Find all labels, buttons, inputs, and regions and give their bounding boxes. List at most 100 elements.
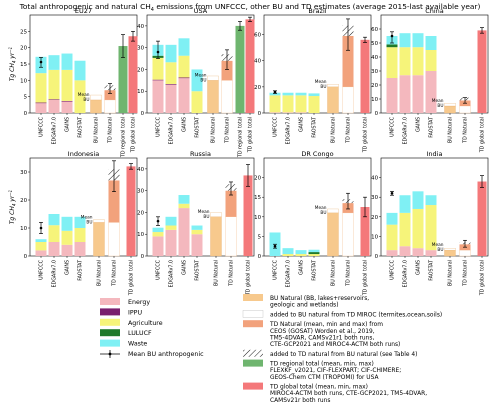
bar-waste xyxy=(425,36,437,50)
legend-text-td_natural: CEOS (GOSAT) Worden et al., 2019, xyxy=(270,329,375,335)
y-axis-label: Tg CH4 yr−1 xyxy=(8,190,17,224)
panel-title: Indonesia xyxy=(68,150,99,158)
y-tick-label: 0 xyxy=(258,254,262,260)
y-tick-label: 0 xyxy=(375,111,379,117)
bar-energy xyxy=(178,208,190,256)
bar-energy xyxy=(412,248,424,256)
legend-text-added: added to BU natural from TD MIROC (termi… xyxy=(270,312,442,318)
bar-waste xyxy=(282,248,294,255)
y-tick-label: 15 xyxy=(254,195,261,201)
bar-energy xyxy=(425,71,437,113)
bar-energy xyxy=(165,229,177,256)
x-tick-label: TD global total xyxy=(363,260,369,296)
x-tick-label: BU Natural xyxy=(331,260,337,286)
bar-agriculture xyxy=(269,95,281,113)
bar-agriculture xyxy=(178,203,190,209)
legend-text-bu_natural: BU Natural (BB, lakes+reservoirs, xyxy=(270,296,369,302)
bar-agriculture xyxy=(308,254,320,256)
legend-label-lulucf: LULUCF xyxy=(128,330,152,337)
bar-waste xyxy=(425,195,437,206)
mean-bu-label: Mean xyxy=(81,214,93,220)
legend-swatch-bu_natural xyxy=(243,294,263,301)
bar-energy xyxy=(386,78,398,113)
legend-label-energy: Energy xyxy=(128,299,150,306)
x-tick-label: TD Natural xyxy=(463,117,469,144)
bar-energy xyxy=(178,78,190,113)
x-tick-label: FAOSTAT xyxy=(312,117,318,138)
y-tick-label: 20 xyxy=(371,83,378,89)
x-tick-label: FAOSTAT xyxy=(78,117,84,138)
legend-text-td_global: TD global total (mean, min, max) xyxy=(269,385,368,391)
bar-agriculture xyxy=(191,229,203,235)
x-tick-label: TD global total xyxy=(131,117,137,153)
bar-energy xyxy=(386,250,398,256)
bar-td-global xyxy=(477,181,487,256)
bar-td-global xyxy=(243,175,253,256)
mean-bu-label: BU xyxy=(86,219,92,225)
bar-waste xyxy=(412,33,424,48)
bar-agriculture xyxy=(191,91,203,113)
panel-title: India xyxy=(427,150,443,158)
legend-text-td_regional: TD regional total (mean, min, max) xyxy=(269,362,374,368)
bar-agriculture xyxy=(282,254,294,256)
legend-text-bu_natural: geologic and wetlands) xyxy=(270,303,339,309)
y-tick-label: 20 xyxy=(20,46,27,52)
bar-td-base xyxy=(342,86,354,114)
bar-td-regional xyxy=(235,25,245,114)
mean-bu-point xyxy=(156,50,160,54)
bar-added-bu xyxy=(90,94,102,101)
bar-td-natural xyxy=(108,180,120,223)
y-tick-label: 20 xyxy=(371,215,378,221)
bar-bu-natural xyxy=(327,86,339,114)
bar-waste xyxy=(74,216,86,228)
bar-waste xyxy=(386,212,398,225)
mean-bu-label: Mean xyxy=(198,209,210,215)
bar-waste xyxy=(48,214,60,226)
bar-waste xyxy=(308,249,320,253)
y-tick-label: 20 xyxy=(254,176,261,182)
bar-bu-natural xyxy=(210,216,222,257)
bar-added-bu xyxy=(207,75,219,81)
bar-bu-natural xyxy=(444,105,456,114)
bar-waste xyxy=(178,38,190,56)
bar-added-bu xyxy=(444,103,456,107)
bar-energy xyxy=(399,75,411,113)
bar-bu-natural xyxy=(90,99,102,114)
bar-waste xyxy=(48,55,60,70)
bar-energy xyxy=(61,244,73,256)
legend-swatch-added xyxy=(242,310,264,318)
bar-agriculture xyxy=(399,212,411,247)
bar-waste xyxy=(191,69,203,92)
bar-td-global xyxy=(128,36,138,113)
panel-title: EU27 xyxy=(75,7,92,15)
panel-title: Brazil xyxy=(308,7,326,15)
bar-energy xyxy=(152,80,164,113)
bar-td-natural xyxy=(221,60,233,81)
mean-bu-label: Mean xyxy=(315,205,327,211)
x-tick-label: UNFCCC xyxy=(39,116,45,137)
mean-bu-point xyxy=(39,60,43,64)
y-tick-label: 20 xyxy=(254,85,261,91)
bar-td-regional xyxy=(118,46,128,113)
bar-added-bu xyxy=(327,208,339,214)
bar-added-bu xyxy=(444,248,456,251)
y-tick-label: 30 xyxy=(137,46,144,52)
bar-ippu xyxy=(61,100,73,102)
x-tick-label: GAINS xyxy=(299,117,305,132)
mean-bu-label: BU xyxy=(320,210,326,216)
x-tick-label: BU Natural xyxy=(94,117,100,143)
bar-agriculture xyxy=(152,57,164,80)
y-tick-label: 10 xyxy=(20,226,27,232)
bar-ippu xyxy=(178,77,190,79)
legend-swatch-energy xyxy=(100,298,120,305)
y-tick-label: 20 xyxy=(137,67,144,73)
y-tick-label: 0 xyxy=(141,111,145,117)
bar-waste xyxy=(61,53,73,70)
bar-td-natural xyxy=(225,190,237,217)
x-tick-label: GAINS xyxy=(65,117,71,132)
x-tick-label: FAOSTAT xyxy=(195,260,201,281)
bar-agriculture xyxy=(386,224,398,251)
